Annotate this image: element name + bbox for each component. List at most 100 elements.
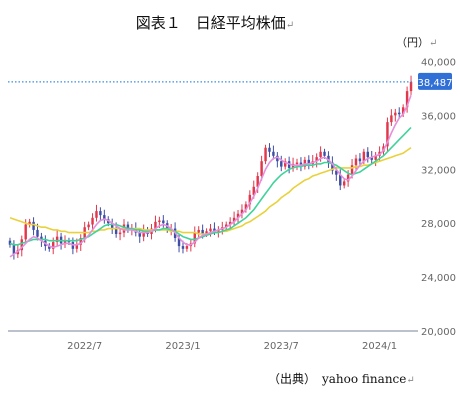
candle-body xyxy=(55,236,59,243)
candle-body xyxy=(276,155,279,162)
candle-body xyxy=(138,232,141,237)
candle-body xyxy=(401,107,405,115)
candle-body xyxy=(193,232,196,244)
candle-body xyxy=(319,151,322,158)
ma-mid-line xyxy=(9,126,412,246)
candle-body xyxy=(405,91,409,108)
candle-body xyxy=(209,228,212,232)
x-tick-label: 2024/1 xyxy=(362,341,397,352)
candle-body xyxy=(95,211,98,218)
x-tick-label: 2022/7 xyxy=(67,341,102,352)
candle-body xyxy=(228,221,232,225)
candle-body xyxy=(366,151,370,158)
candle-body xyxy=(264,147,267,162)
candle-body xyxy=(256,176,259,187)
candle-body xyxy=(110,223,114,229)
candle-body xyxy=(268,147,271,152)
candle-body xyxy=(315,157,318,162)
candle-body xyxy=(118,232,122,235)
candle-body xyxy=(201,229,204,234)
return-mark: ↵ xyxy=(285,20,295,31)
current-price-badge xyxy=(418,72,452,90)
candle-body xyxy=(342,181,346,186)
candle-body xyxy=(36,229,39,237)
candle-body xyxy=(103,215,106,220)
candle-body xyxy=(394,112,397,116)
candle-body xyxy=(335,170,338,175)
candle-body xyxy=(181,246,185,249)
ma-short-line xyxy=(9,94,412,258)
candle-body xyxy=(386,122,389,147)
chart-title: 図表１ 日経平均株価↵ xyxy=(0,12,430,33)
chart-title-text: 図表１ 日経平均株価 xyxy=(135,14,286,32)
source-label: （出典） yahoo finance↵ xyxy=(268,370,415,387)
candle-body xyxy=(236,213,240,218)
candle-body xyxy=(48,246,51,249)
candle-body xyxy=(154,221,157,229)
candle-body xyxy=(91,217,94,225)
candle-body xyxy=(280,161,283,167)
candle-body xyxy=(162,220,165,224)
y-tick-label: 32,000 xyxy=(421,165,456,176)
candle-body xyxy=(177,238,181,247)
candle-body xyxy=(225,224,228,228)
candle-body xyxy=(398,112,401,115)
candle-body xyxy=(232,217,236,222)
candle-body xyxy=(260,161,263,177)
candle-body xyxy=(358,158,362,162)
candle-body xyxy=(63,240,67,244)
candle-body xyxy=(28,221,31,225)
moving-averages-layer xyxy=(9,94,412,258)
candle-body xyxy=(87,224,90,228)
candle-body xyxy=(32,221,35,230)
candle-body xyxy=(99,211,102,216)
candle-body xyxy=(283,161,287,167)
candle-body xyxy=(75,244,79,249)
candle-body xyxy=(8,240,12,245)
candle-body xyxy=(20,239,23,251)
candle-body xyxy=(307,159,311,164)
return-mark: ↵ xyxy=(429,38,438,49)
candle-body xyxy=(158,220,161,222)
candle-body xyxy=(252,186,255,195)
x-tick-label: 2023/7 xyxy=(264,341,299,352)
candle-body xyxy=(339,174,342,186)
candle-body xyxy=(244,204,248,210)
current-price-label: 38,487 xyxy=(418,78,453,89)
candle-body xyxy=(114,228,118,234)
y-tick-label: 40,000 xyxy=(421,57,456,68)
ma-long-line xyxy=(9,147,412,235)
axis-layer: 20,000 24,000 28,000 32,000 36,000 40,000 2022… xyxy=(8,57,456,352)
candle-body xyxy=(24,224,27,240)
candle-body xyxy=(390,115,393,123)
candle-body xyxy=(185,246,189,249)
candle-body xyxy=(240,209,244,214)
candle-body xyxy=(197,229,200,233)
y-tick-label: 20,000 xyxy=(421,327,456,338)
candle-body xyxy=(370,157,373,160)
unit-label-text: （円） xyxy=(396,36,429,49)
candle-body xyxy=(248,194,252,205)
source-label-text: （出典） yahoo finance xyxy=(268,372,407,386)
candle-body xyxy=(323,151,326,156)
candle-body xyxy=(346,174,350,182)
candle-body xyxy=(295,162,299,165)
y-tick-label: 24,000 xyxy=(421,273,456,284)
y-tick-label: 36,000 xyxy=(421,111,456,122)
candle-body xyxy=(79,238,82,245)
candle-body xyxy=(362,151,366,162)
candle-body xyxy=(272,151,275,156)
return-mark: ↵ xyxy=(406,375,415,386)
candle-body xyxy=(126,224,130,230)
candle-body xyxy=(409,81,413,92)
candle-body xyxy=(51,242,55,249)
y-tick-label: 28,000 xyxy=(421,219,456,230)
candle-body xyxy=(354,158,358,166)
unit-label: （円）↵ xyxy=(396,34,437,50)
candle-body xyxy=(205,231,208,234)
candle-body xyxy=(213,228,216,232)
candle-body xyxy=(12,244,16,255)
candle-body xyxy=(331,162,334,171)
candle-body xyxy=(374,155,377,160)
